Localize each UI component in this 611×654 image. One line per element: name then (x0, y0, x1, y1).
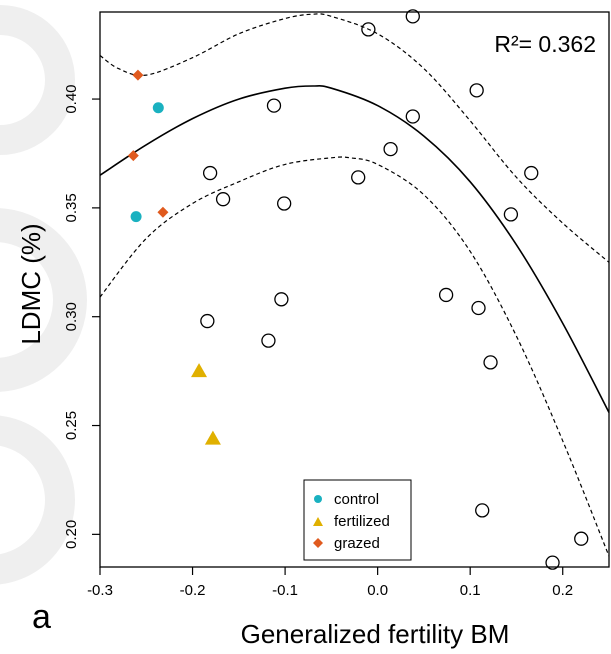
data-point-unlabeled (475, 503, 490, 518)
data-point-unlabeled (469, 83, 484, 98)
data-point-fertilized (204, 430, 221, 445)
data-point-unlabeled (438, 287, 454, 303)
data-point-unlabeled (405, 9, 420, 24)
x-axis-title: Generalized fertility BM (241, 619, 510, 649)
data-point-grazed (132, 69, 144, 81)
r2-annotation: R²= 0.362 (494, 31, 596, 57)
data-point-unlabeled (261, 333, 276, 348)
legend: control fertilized grazed (303, 479, 412, 561)
data-point-unlabeled (266, 98, 282, 113)
data-point-unlabeled (524, 165, 539, 181)
data-point-unlabeled (405, 109, 420, 124)
data-point-unlabeled (361, 22, 376, 37)
legend-item-control: control (314, 491, 379, 508)
data-point-grazed (157, 206, 169, 218)
confidence-band-upper (99, 13, 610, 263)
legend-marker-fertilized (313, 517, 323, 526)
data-point-grazed (127, 150, 139, 162)
watermark-circle (0, 5, 75, 155)
data-point-unlabeled (215, 192, 231, 207)
data-point-unlabeled (202, 165, 218, 181)
data-point-fertilized (191, 363, 208, 378)
data-point-unlabeled (574, 531, 589, 546)
y-tick-label: 0.35 (63, 193, 80, 222)
x-tick-label: 0.2 (552, 582, 573, 599)
legend-label-control: control (334, 491, 379, 508)
y-tick-label: 0.40 (63, 84, 80, 113)
fit-line (99, 85, 610, 413)
data-point-unlabeled (471, 300, 486, 316)
legend-item-fertilized: fertilized (313, 513, 390, 530)
legend-marker-grazed (313, 538, 323, 548)
legend-label-fertilized: fertilized (334, 513, 390, 530)
y-tick-label: 0.25 (63, 411, 80, 440)
panel-label: a (32, 598, 51, 636)
watermark-circle (0, 415, 75, 585)
data-point-unlabeled (351, 170, 366, 185)
data-point-unlabeled (274, 292, 289, 307)
data-point-unlabeled (383, 141, 398, 157)
data-point-unlabeled (277, 196, 292, 211)
x-tick-label: 0.1 (460, 582, 481, 599)
watermark-circle (0, 208, 87, 392)
data-point-control (152, 102, 164, 114)
data-point-unlabeled (503, 207, 519, 222)
background-watermark (0, 5, 87, 585)
data-point-unlabeled (545, 555, 560, 570)
plot-frame (99, 11, 610, 568)
y-axis-title: LDMC (%) (16, 223, 46, 344)
data-point-unlabeled (200, 313, 215, 329)
x-tick-label: -0.1 (272, 582, 298, 599)
legend-box (303, 479, 412, 561)
legend-label-grazed: grazed (334, 535, 380, 552)
x-tick-label: 0.0 (367, 582, 388, 599)
data-point-control (130, 211, 142, 223)
legend-marker-control (314, 495, 322, 503)
data-point-unlabeled (483, 355, 498, 370)
x-tick-label: -0.3 (87, 582, 113, 599)
y-tick-label: 0.20 (63, 520, 80, 549)
legend-item-grazed: grazed (313, 535, 380, 552)
y-tick-label: 0.30 (63, 302, 80, 331)
plot-area: -0.3 -0.2 -0.1 0.0 0.1 0.2 0.20 0.25 0.30 0.35 0.4… (63, 9, 610, 599)
confidence-band-lower (99, 156, 610, 557)
x-tick-label: -0.2 (180, 582, 206, 599)
